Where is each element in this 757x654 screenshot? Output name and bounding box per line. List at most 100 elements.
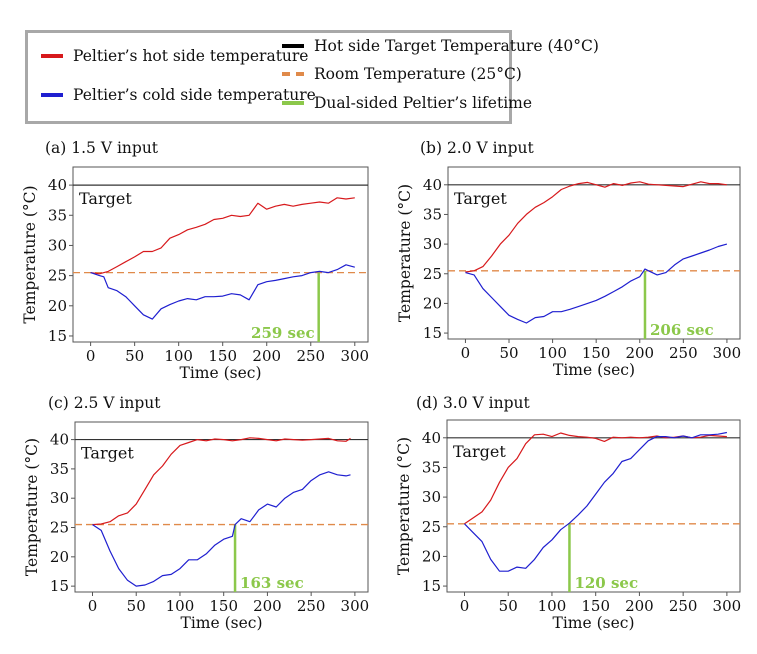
y-tick-label: 20 xyxy=(422,547,441,565)
legend-swatch-cold xyxy=(41,93,63,97)
y-tick-label: 30 xyxy=(423,235,442,253)
legend: Peltier’s hot side temperature Peltier’s… xyxy=(25,30,599,124)
lifetime-label: 120 sec xyxy=(574,574,638,592)
y-tick-label: 40 xyxy=(422,429,441,447)
x-tick-label: 100 xyxy=(538,597,567,615)
x-axis-label: Time (sec) xyxy=(180,364,262,382)
plot-frame xyxy=(446,419,741,593)
y-axis-label: Temperature (°C) xyxy=(395,437,413,575)
hot-side-series xyxy=(90,197,355,275)
y-tick-label: 40 xyxy=(423,176,442,194)
lifetime-label: 163 sec xyxy=(240,574,304,592)
legend-label: Room Temperature (25°C) xyxy=(314,65,522,83)
x-tick-label: 150 xyxy=(208,347,237,365)
y-tick-label: 25 xyxy=(422,518,441,536)
target-label: Target xyxy=(79,189,132,208)
x-tick-label: 250 xyxy=(669,597,698,615)
cold-side-series xyxy=(92,471,351,587)
legend-swatch-lifetime xyxy=(282,101,304,105)
hot-side-series xyxy=(92,437,351,526)
panel-title: (c) 2.5 V input xyxy=(48,394,161,412)
lifetime-label: 259 sec xyxy=(251,324,315,342)
lifetime-label: 206 sec xyxy=(650,321,714,339)
y-axis-label: Temperature (°C) xyxy=(23,438,41,576)
chart-a: 0 50 100 150 200 250 300 15 20 25 30 35 40 Time (sec)… xyxy=(21,166,369,382)
y-tick-label: 35 xyxy=(423,205,442,223)
panel-b: (b) 2.0 V input 0 50 100 150 200 250 300 15 20 25… xyxy=(378,135,756,385)
x-axis-label: Time (sec) xyxy=(181,614,263,632)
y-axis-label: Temperature (°C) xyxy=(21,185,39,323)
y-tick-label: 15 xyxy=(422,577,441,595)
y-axis-label: Temperature (°C) xyxy=(396,184,414,322)
panel-title: (a) 1.5 V input xyxy=(45,139,159,157)
x-tick-label: 200 xyxy=(253,597,282,615)
x-tick-label: 200 xyxy=(252,347,281,365)
chart-b: 0 50 100 150 200 250 300 15 20 25 30 35 40 Time (sec)… xyxy=(396,166,742,379)
hot-side-series xyxy=(465,181,727,273)
x-tick-label: 250 xyxy=(297,597,326,615)
cold-side-series xyxy=(464,431,728,572)
panel-title: (b) 2.0 V input xyxy=(420,139,534,157)
y-tick-label: 20 xyxy=(48,297,67,315)
y-tick-label: 25 xyxy=(48,267,67,285)
x-tick-label: 0 xyxy=(86,347,96,365)
x-axis-label: Time (sec) xyxy=(553,614,635,632)
y-tick-label: 15 xyxy=(50,577,69,595)
plot-frame xyxy=(447,166,741,340)
cold-side-series xyxy=(465,243,728,324)
y-tick-label: 35 xyxy=(48,206,67,224)
x-axis-label: Time (sec) xyxy=(553,361,635,379)
legend-item-hot-side: Peltier’s hot side temperature xyxy=(41,47,308,65)
x-tick-label: 50 xyxy=(499,597,518,615)
legend-swatch-target xyxy=(282,44,304,48)
y-tick-label: 15 xyxy=(423,324,442,342)
x-tick-label: 0 xyxy=(461,344,471,362)
legend-item-target: Hot side Target Temperature (40°C) xyxy=(282,37,599,55)
panel-c: (c) 2.5 V input 0 50 100 150 200 250 300 15 20 25… xyxy=(0,390,378,640)
target-label: Target xyxy=(454,189,507,208)
x-tick-label: 200 xyxy=(625,344,654,362)
plot-frame xyxy=(74,421,369,593)
x-tick-label: 300 xyxy=(713,597,742,615)
x-tick-label: 50 xyxy=(127,597,146,615)
cold-side-series xyxy=(90,264,355,320)
x-tick-label: 100 xyxy=(166,597,195,615)
y-tick-label: 25 xyxy=(50,519,69,537)
x-tick-label: 50 xyxy=(125,347,144,365)
y-tick-label: 30 xyxy=(422,488,441,506)
panel-a: (a) 1.5 V input 0 50 100 150 200 250 300 15 20 25… xyxy=(0,135,378,385)
x-tick-label: 200 xyxy=(625,597,654,615)
y-tick-label: 30 xyxy=(48,236,67,254)
x-tick-label: 50 xyxy=(499,344,518,362)
x-tick-label: 150 xyxy=(209,597,238,615)
panel-title: (d) 3.0 V input xyxy=(416,394,530,412)
x-tick-label: 250 xyxy=(296,347,325,365)
y-tick-label: 35 xyxy=(422,458,441,476)
y-tick-label: 20 xyxy=(50,548,69,566)
legend-label: Dual-sided Peltier’s lifetime xyxy=(314,94,533,112)
x-tick-label: 0 xyxy=(460,597,470,615)
x-tick-label: 100 xyxy=(164,347,193,365)
y-tick-label: 30 xyxy=(50,489,69,507)
legend-swatch-hot xyxy=(41,54,63,58)
target-label: Target xyxy=(453,442,506,461)
target-label: Target xyxy=(81,444,134,463)
x-tick-label: 250 xyxy=(669,344,698,362)
x-tick-label: 150 xyxy=(582,344,611,362)
x-tick-label: 300 xyxy=(341,597,370,615)
y-tick-label: 20 xyxy=(423,294,442,312)
legend-swatch-room xyxy=(282,72,304,76)
panel-d: (d) 3.0 V input 0 50 100 150 200 250 300 15 20 25… xyxy=(378,390,756,640)
y-tick-label: 35 xyxy=(50,460,69,478)
legend-label: Peltier’s hot side temperature xyxy=(73,47,309,65)
chart-d: 0 50 100 150 200 250 300 15 20 25 30 35 40 Time (sec)… xyxy=(395,419,742,632)
legend-label: Hot side Target Temperature (40°C) xyxy=(314,37,599,55)
y-tick-label: 40 xyxy=(48,176,67,194)
x-tick-label: 300 xyxy=(713,344,742,362)
y-tick-label: 40 xyxy=(50,431,69,449)
y-tick-label: 15 xyxy=(48,327,67,345)
chart-c: 0 50 100 150 200 250 300 15 20 25 30 35 40 Time (sec)… xyxy=(23,421,370,632)
legend-item-cold-side: Peltier’s cold side temperature xyxy=(41,86,316,104)
y-tick-label: 25 xyxy=(423,265,442,283)
legend-label: Peltier’s cold side temperature xyxy=(73,86,316,104)
